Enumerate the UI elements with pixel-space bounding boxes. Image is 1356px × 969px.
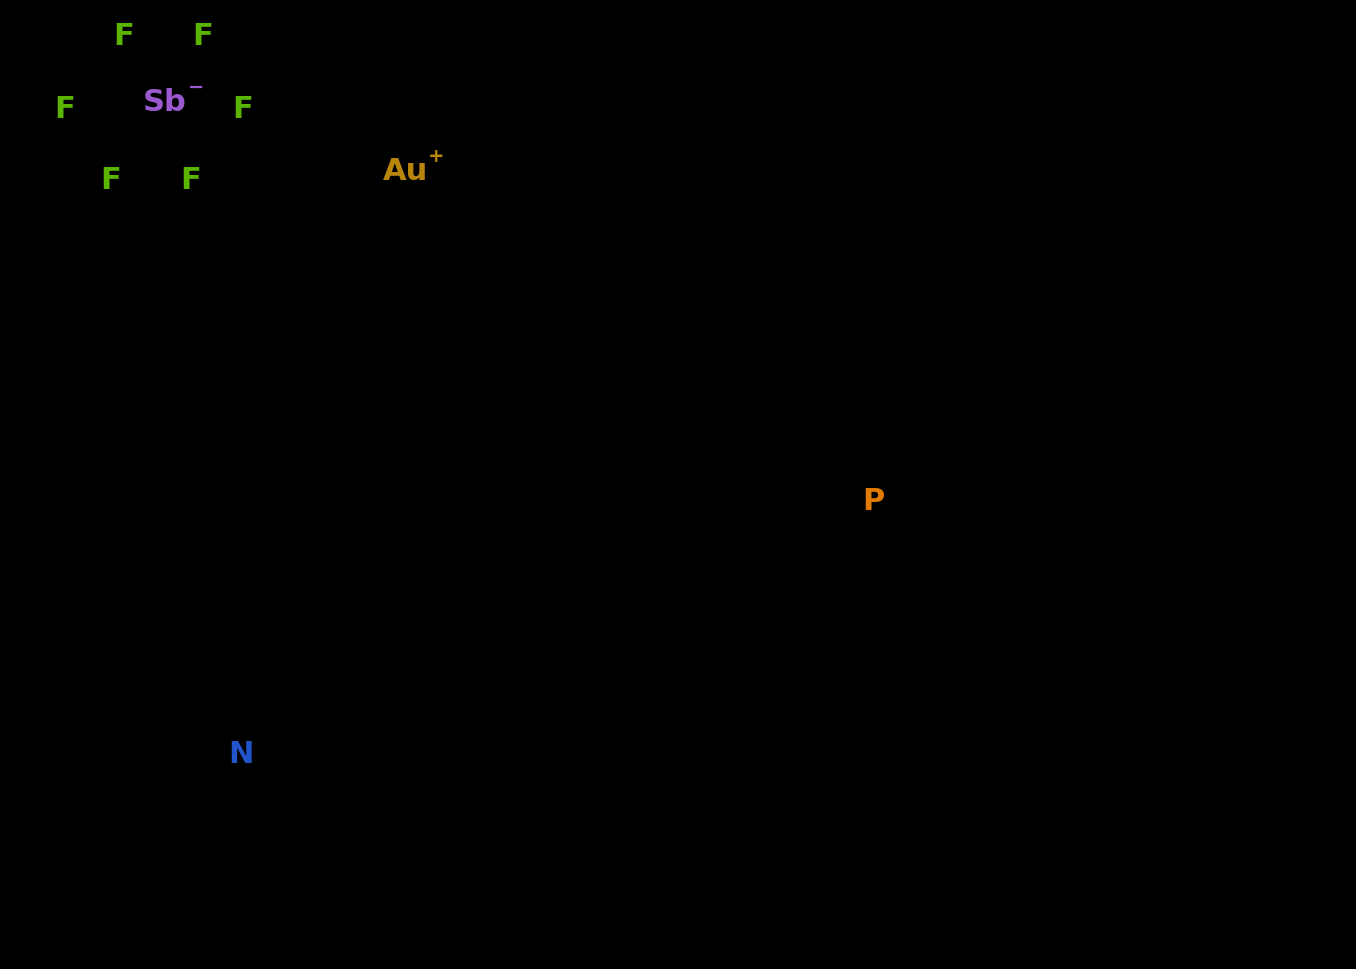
Text: Au: Au bbox=[382, 157, 428, 186]
Text: −: − bbox=[188, 78, 205, 97]
Text: +: + bbox=[428, 147, 445, 166]
Text: F: F bbox=[180, 166, 201, 195]
Text: F: F bbox=[54, 95, 75, 124]
Text: N: N bbox=[228, 740, 254, 769]
Text: Sb: Sb bbox=[142, 88, 187, 117]
Text: F: F bbox=[113, 22, 134, 51]
Text: F: F bbox=[193, 22, 213, 51]
Text: F: F bbox=[100, 166, 121, 195]
Text: F: F bbox=[232, 95, 252, 124]
Text: P: P bbox=[862, 487, 884, 516]
